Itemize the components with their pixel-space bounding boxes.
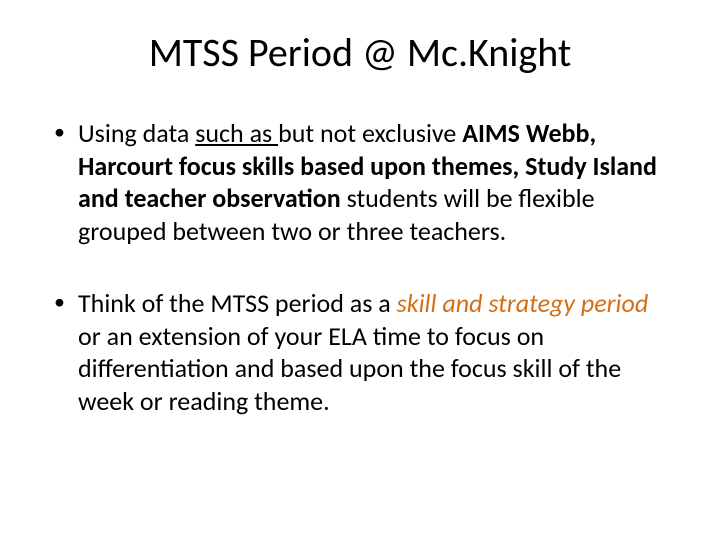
text-run: Using data bbox=[78, 117, 195, 149]
bullet-list: Using data such as but not exclusive AIM… bbox=[50, 117, 670, 417]
bullet-item: Using data such as but not exclusive AIM… bbox=[50, 117, 670, 247]
text-run: or an extension of your ELA time to focu… bbox=[78, 320, 621, 417]
slide-title: MTSS Period @ Mc.Knight bbox=[50, 28, 670, 77]
bullet-item: Think of the MTSS period as a skill and … bbox=[50, 287, 670, 417]
slide: MTSS Period @ Mc.Knight Using data such … bbox=[0, 0, 720, 540]
text-run-underlined: such as bbox=[195, 117, 278, 149]
text-run: but not exclusive bbox=[278, 117, 462, 149]
text-run-accent-italic: skill and strategy period bbox=[397, 287, 649, 319]
text-run: Think of the MTSS period as a bbox=[78, 287, 397, 319]
slide-body: Using data such as but not exclusive AIM… bbox=[50, 117, 670, 417]
